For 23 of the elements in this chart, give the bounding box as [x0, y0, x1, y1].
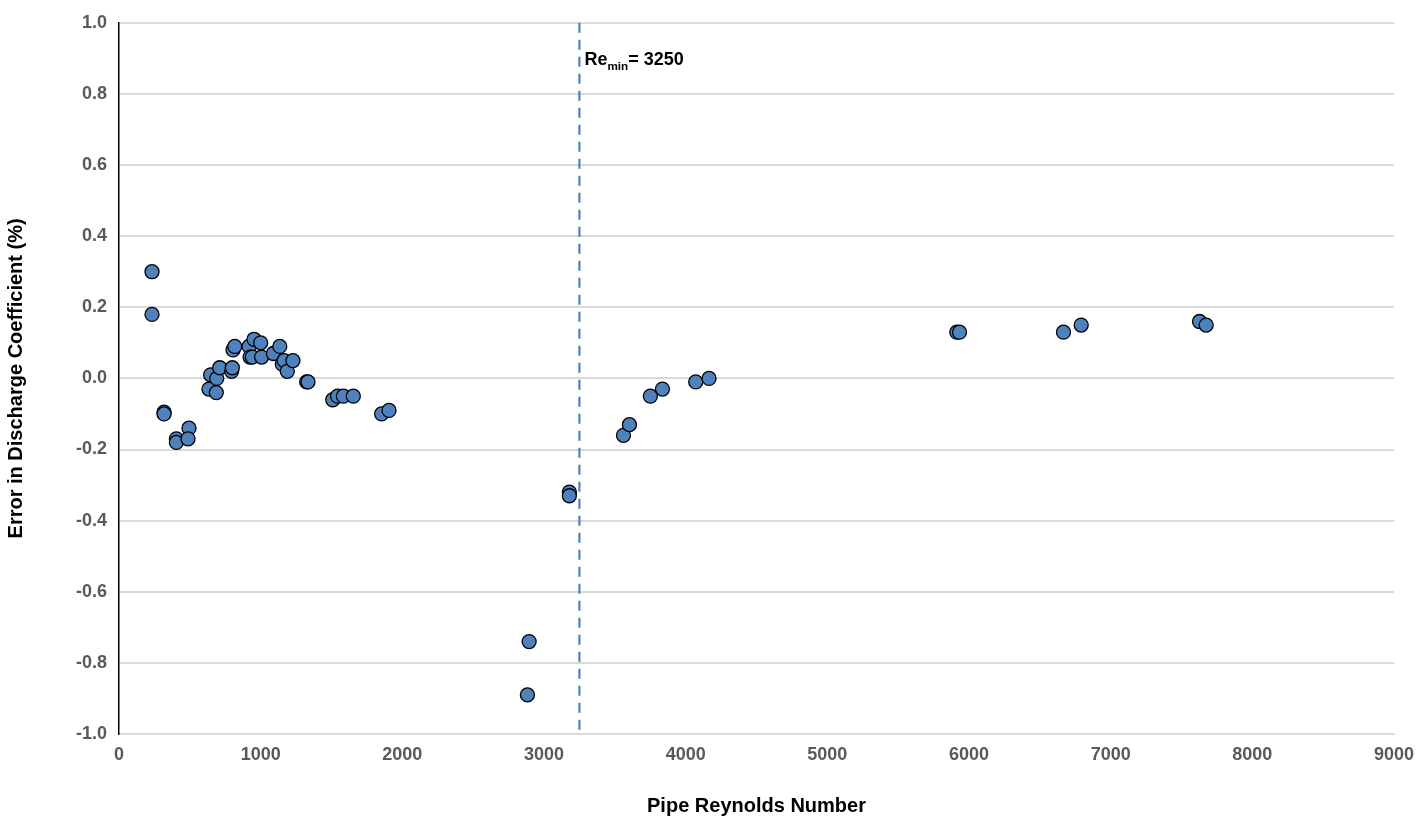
x-tick-label: 0	[113, 743, 125, 764]
y-tick-label: 0.8	[81, 82, 107, 103]
x-tick-label: 9000	[1373, 743, 1415, 764]
y-tick-label: -0.6	[75, 580, 107, 601]
y-tick-label: 0.2	[81, 296, 107, 317]
y-tick-label: 0.0	[81, 367, 107, 388]
x-tick-label: 5000	[807, 743, 848, 764]
x-tick-label: 4000	[665, 743, 706, 764]
y-tick-label: 0.6	[81, 154, 107, 175]
y-tick-label: -1.0	[75, 722, 107, 743]
y-tick-label: 0.4	[81, 225, 107, 246]
x-tick-label: 7000	[1090, 743, 1131, 764]
x-tick-label: 1000	[240, 743, 281, 764]
y-tick-label: -0.4	[75, 509, 107, 530]
x-tick-label: 6000	[948, 743, 990, 764]
x-tick-label: 3000	[523, 743, 565, 764]
x-axis-title: Pipe Reynolds Number	[647, 793, 867, 816]
y-tick-label: -0.2	[75, 438, 107, 459]
y-axis-title: Error in Discharge Coefficient (%)	[3, 218, 26, 539]
y-tick-label: 1.0	[81, 11, 107, 32]
x-tick-label: 8000	[1232, 743, 1273, 764]
y-tick-label: -0.8	[75, 651, 107, 672]
x-tick-label: 2000	[382, 743, 423, 764]
